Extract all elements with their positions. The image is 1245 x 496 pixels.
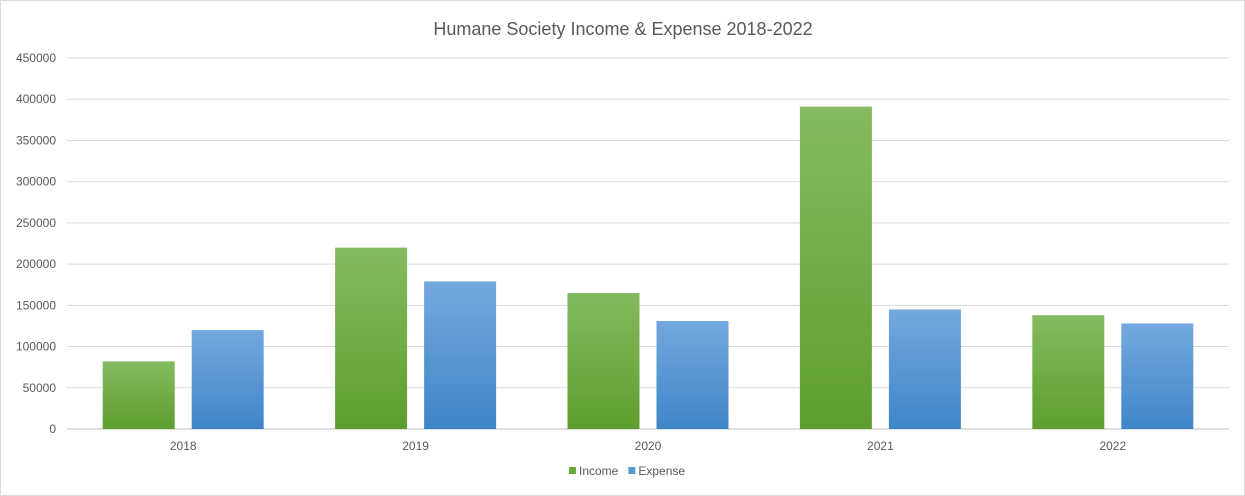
legend-swatch-expense [628, 467, 636, 474]
chart-title: Humane Society Income & Expense 2018-202… [433, 19, 812, 39]
y-tick-label: 250000 [16, 216, 56, 230]
bars [102, 106, 1194, 430]
y-tick-label: 0 [49, 422, 56, 436]
x-tick-label: 2022 [1099, 439, 1126, 453]
y-tick-label: 200000 [16, 257, 56, 271]
legend-label-expense: Expense [638, 464, 685, 478]
bar-expense-2019 [424, 281, 497, 429]
x-tick-label: 2018 [170, 439, 197, 453]
y-tick-label: 400000 [16, 92, 56, 106]
legend-swatch-income [569, 467, 576, 474]
legend: Income Expense [569, 464, 685, 478]
bar-income-2022 [1032, 315, 1105, 429]
bar-expense-2018 [191, 330, 264, 429]
y-axis-ticks: 0 50000 100000 150000 200000 250000 300000 3500… [16, 51, 56, 436]
y-tick-label: 100000 [16, 340, 56, 354]
legend-label-income: Income [579, 464, 619, 478]
x-tick-label: 2020 [635, 439, 662, 453]
x-axis-ticks: 2018 2019 2020 2021 2022 [170, 439, 1127, 453]
y-tick-label: 300000 [16, 175, 56, 189]
x-tick-label: 2021 [867, 439, 894, 453]
y-tick-label: 450000 [16, 51, 56, 65]
bar-income-2021 [799, 106, 872, 430]
bar-income-2020 [567, 292, 640, 429]
bar-expense-2021 [888, 309, 961, 429]
bar-income-2019 [335, 247, 408, 429]
y-tick-label: 150000 [16, 298, 56, 312]
y-tick-label: 350000 [16, 133, 56, 147]
bar-income-2018 [102, 361, 175, 429]
x-tick-label: 2019 [402, 439, 429, 453]
y-tick-label: 50000 [23, 381, 57, 395]
bar-expense-2022 [1121, 323, 1194, 429]
bar-expense-2020 [656, 320, 729, 429]
